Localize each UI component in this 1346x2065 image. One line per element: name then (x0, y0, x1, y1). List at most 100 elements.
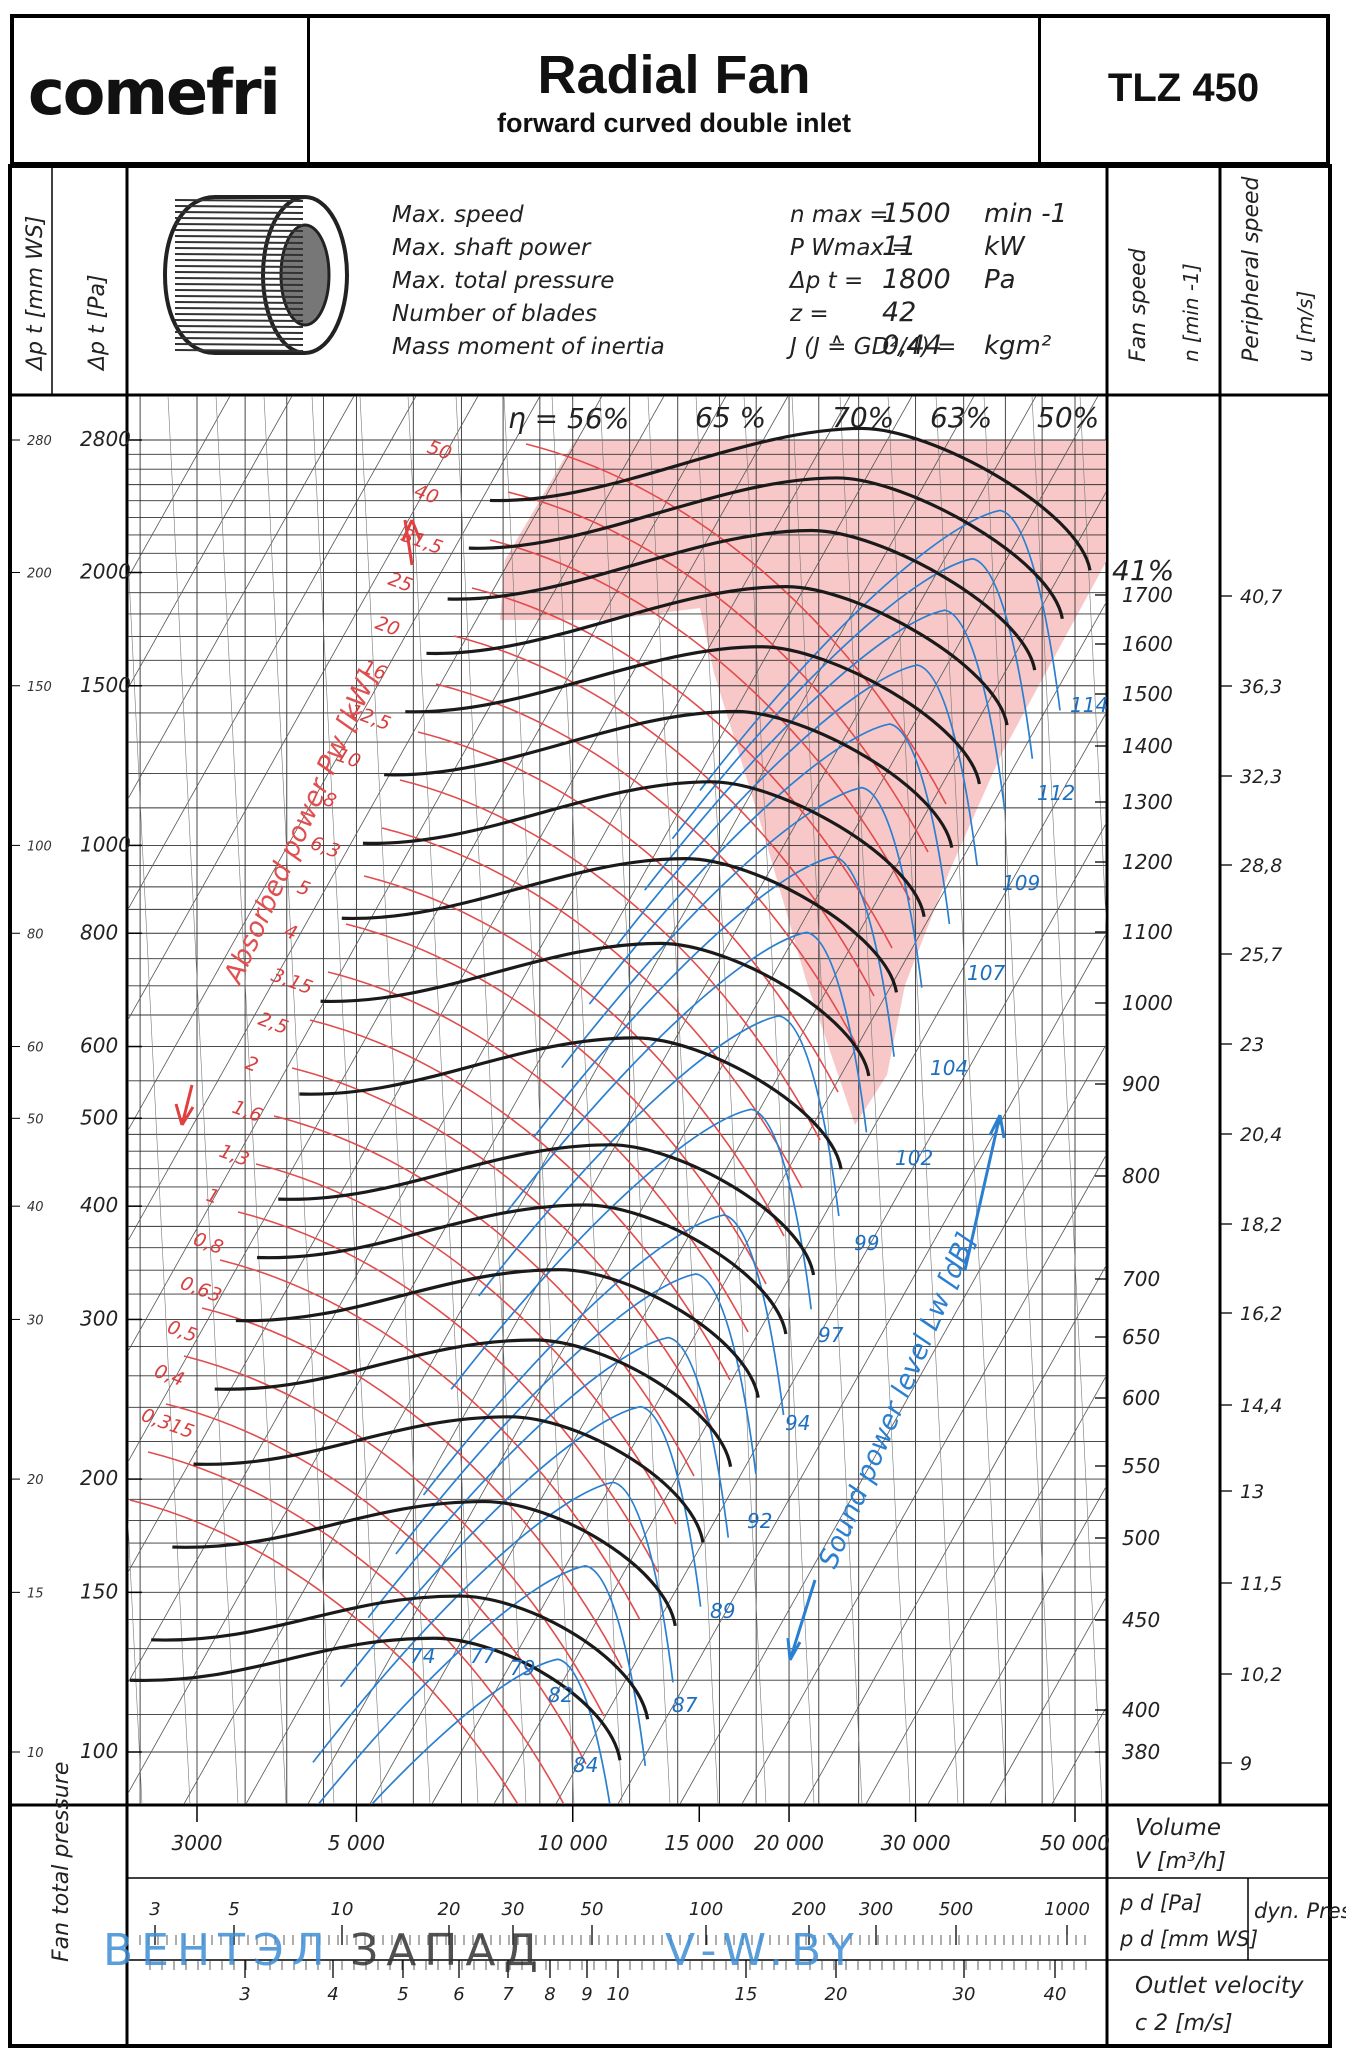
peripheral-tick-label: 16,2 (1240, 1303, 1282, 1325)
power-curve (453, 635, 875, 997)
dynp-tick-label: 100 (689, 1899, 723, 1920)
sound-label: 112 (1037, 781, 1075, 805)
speed-curve (214, 1338, 733, 1467)
mmws-tick-label: 10 (27, 1746, 44, 1761)
speed-curve (235, 1268, 760, 1398)
power-curve (363, 875, 785, 1237)
label-outlet-unit: c 2 [m/s] (1135, 2011, 1233, 2036)
sound-curve (339, 1405, 702, 1688)
sound-label: 107 (967, 961, 1005, 985)
efficiency-label: 65 % (695, 401, 766, 434)
system-line (617, 933, 1106, 1804)
brand-logo: comefri (28, 56, 281, 129)
sound-curve (561, 786, 923, 1069)
mmws-tick-label: 50 (27, 1112, 44, 1127)
power-curve (165, 1403, 587, 1765)
x-tick-label: 30 000 (881, 1831, 951, 1855)
label-volume-unit: V [m³/h] (1135, 1849, 1226, 1874)
peripheral-tick-label: 25,7 (1240, 944, 1282, 966)
power-curve (219, 1259, 641, 1621)
blade-line (174, 265, 304, 268)
efficiency-line (128, 1516, 143, 1804)
power-curve (435, 683, 857, 1045)
system-line (493, 712, 1106, 1804)
outlet-tick-label: 9 (581, 1984, 592, 2005)
watermark-left: ВЕНТЭЛ (103, 1925, 333, 1976)
power-curve (489, 539, 911, 901)
speed-curve (341, 857, 899, 993)
speed-curve (447, 528, 1037, 671)
power-curve (399, 779, 821, 1141)
system-line (128, 396, 665, 1353)
sound-curve (505, 931, 868, 1213)
speed-curves (129, 426, 1092, 1761)
blade-line (174, 205, 304, 208)
speed-curve (129, 1636, 622, 1761)
label-fan-speed: Fan speed (1126, 247, 1151, 362)
power-label: 0,63 (177, 1272, 224, 1307)
power-curve (525, 443, 947, 805)
sound-curve (395, 1273, 757, 1555)
peripheral-tick-label: 28,8 (1240, 855, 1282, 877)
sound-label: 77 (470, 1644, 496, 1668)
efficiency-line (311, 396, 383, 1804)
mmws-tick-label: 60 (27, 1041, 44, 1056)
sound-curves (312, 509, 1061, 1804)
sound-curve (371, 1658, 611, 1804)
system-line (128, 396, 541, 1132)
speed-tick-label: 900 (1122, 1072, 1160, 1096)
speed-tick-label: 600 (1122, 1386, 1160, 1410)
blade-line (174, 247, 304, 250)
outer-frame (8, 164, 1332, 2048)
blade-line (174, 277, 304, 280)
peripheral-tick-label: 36,3 (1240, 676, 1282, 698)
blade-line (174, 343, 304, 346)
mmws-tick-label: 80 (27, 927, 44, 942)
x-tick-label: 3000 (172, 1831, 223, 1855)
peripheral-tick-label: 14,4 (1240, 1395, 1282, 1417)
blade-line (174, 241, 304, 244)
spec-label: Max. speed (392, 202, 524, 228)
page-subtitle: forward curved double inlet (496, 108, 852, 138)
label-dp-mmws: Δp t [mm WS] (23, 216, 48, 372)
efficiency-label: 50% (1037, 401, 1099, 434)
brand-cell: comefri (14, 18, 310, 162)
sound-curve (616, 664, 978, 946)
sound-label: 92 (747, 1509, 772, 1533)
efficiency-label: η = 56% (508, 402, 629, 435)
label-peripheral: Peripheral speed (1239, 175, 1264, 362)
power-curve (147, 1451, 565, 1804)
watermark-mid: ЗАПАД (350, 1925, 546, 1976)
outlet-tick-label: 30 (953, 1984, 976, 2005)
peripheral-tick-label: 11,5 (1240, 1573, 1282, 1595)
x-tick-label: 50 000 (1040, 1831, 1110, 1855)
dynp-tick-label: 3 (149, 1899, 160, 1920)
power-curve (327, 971, 749, 1333)
efficiency-line (1176, 396, 1246, 1804)
speed-curve (299, 1036, 843, 1170)
y-tick-label: 2800 (80, 427, 131, 451)
y-tick-label: 100 (80, 1739, 118, 1763)
arrow-up-red (401, 519, 422, 566)
sound-label: 114 (1070, 693, 1108, 717)
label-peripheral-unit: u [m/s] (1293, 291, 1317, 362)
sound-label: 89 (710, 1599, 735, 1623)
efficiency-line (167, 396, 239, 1804)
sound-curve (478, 1015, 840, 1297)
power-label: 3,15 (268, 964, 315, 999)
power-curves (129, 443, 947, 1804)
speed-curve (193, 1415, 705, 1543)
power-label: 1 (203, 1184, 222, 1209)
outlet-tick-label: 5 (397, 1984, 408, 2005)
power-label: 4 (281, 920, 300, 945)
mmws-tick-label: 30 (27, 1313, 44, 1328)
sound-label: 82 (548, 1683, 573, 1707)
power-curve (129, 1499, 519, 1804)
efficiency-line (263, 396, 335, 1804)
blade-line (174, 235, 304, 238)
absorbed-power-label: Absorbed power Pw [kW] (217, 665, 384, 989)
dynp-tick-label: 30 (502, 1899, 525, 1920)
sound-label: 97 (818, 1323, 844, 1347)
y-tick-label: 1500 (80, 673, 131, 697)
efficiency-line (359, 396, 431, 1804)
